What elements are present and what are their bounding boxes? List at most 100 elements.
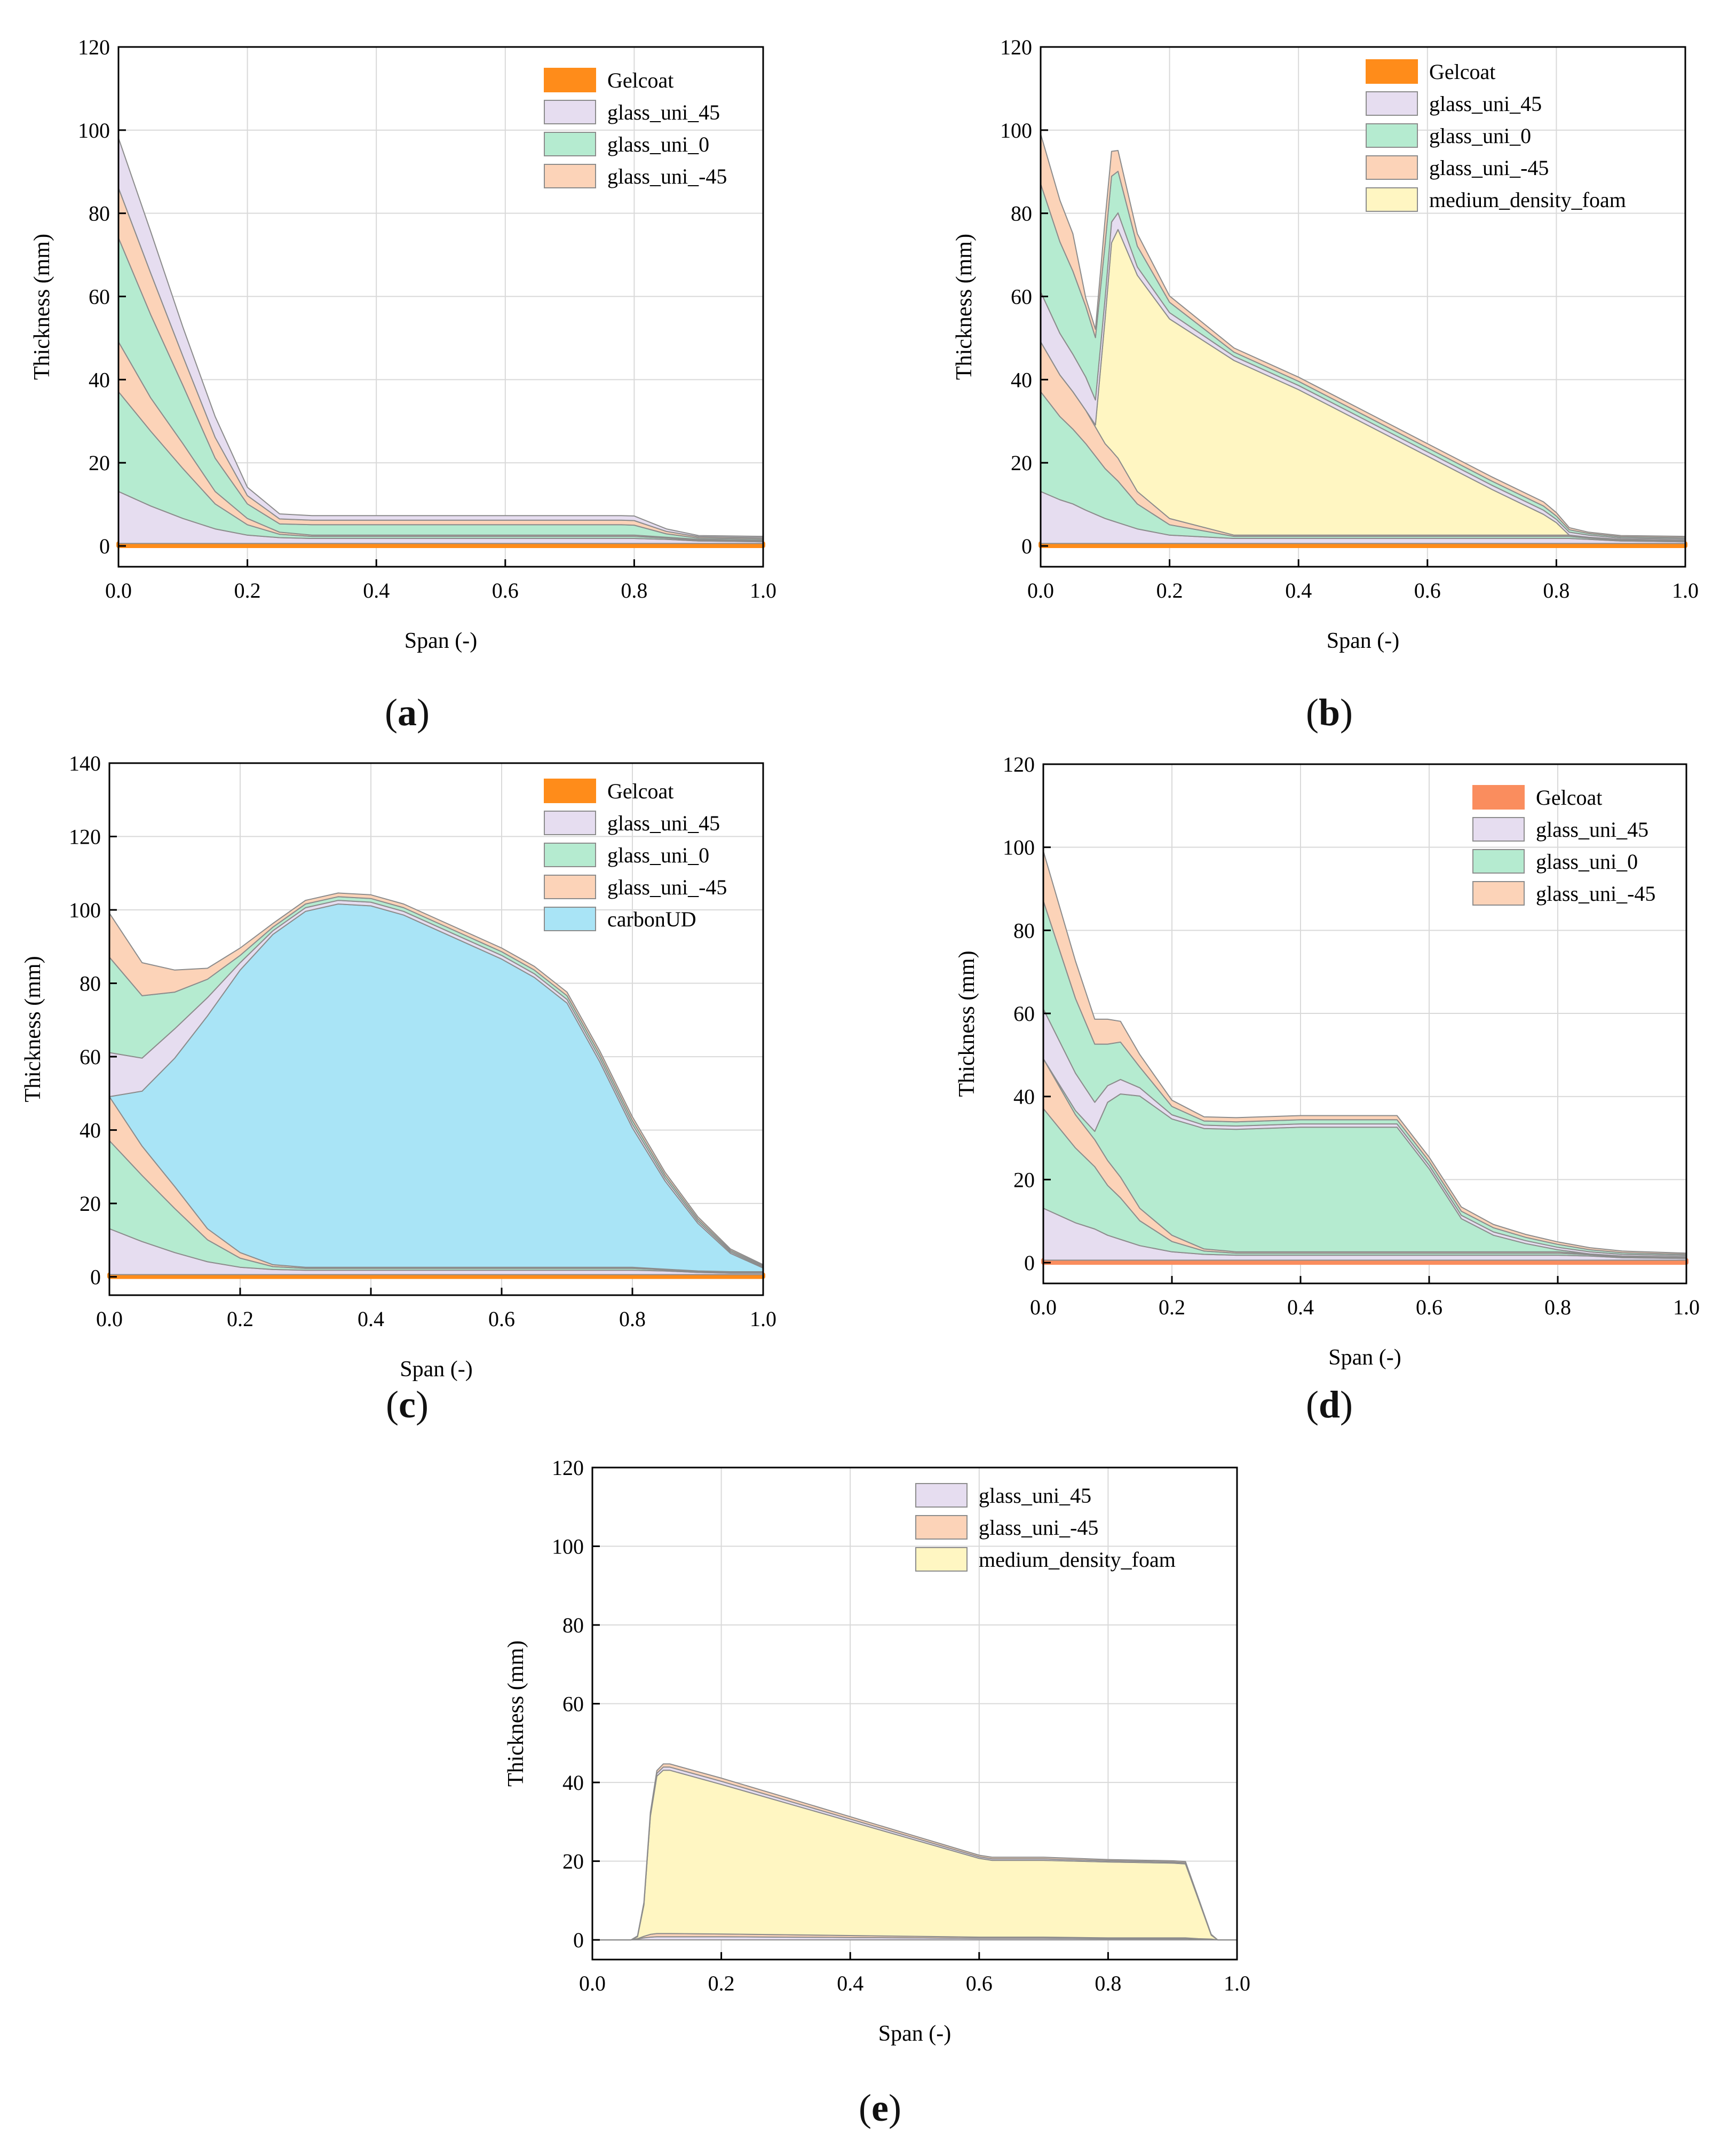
legend-label: Gelcoat [1536, 786, 1602, 810]
legend-swatch [544, 779, 596, 803]
y-tick-label: 60 [89, 285, 110, 309]
legend-swatch [544, 907, 596, 931]
y-tick-label: 60 [1011, 285, 1032, 309]
y-tick-label: 0 [90, 1265, 101, 1289]
x-tick-label: 0.0 [579, 1971, 606, 1995]
y-tick-label: 80 [562, 1613, 584, 1637]
y-tick-label: 80 [89, 202, 110, 226]
y-tick-label: 0 [1021, 534, 1032, 558]
y-tick-label: 120 [1003, 752, 1035, 776]
panel-e: 0.0 0.2 0.4 0.6 0.8 1.0 0 20 40 60 80 100 120 Span (-… [475, 1436, 1275, 2141]
x-tick-label: 0.2 [1159, 1295, 1185, 1319]
y-tick-label: 120 [1000, 35, 1032, 59]
legend-label: Gelcoat [607, 779, 673, 803]
panel-c: 0.0 0.2 0.4 0.6 0.8 1.0 0 20 40 60 80 100 120 140 Span… [0, 736, 868, 1426]
chart-c: 0.0 0.2 0.4 0.6 0.8 1.0 0 20 40 60 80 100 120 140 Span… [21, 751, 776, 1382]
y-tick-label: 120 [69, 825, 101, 849]
x-tick-label: 0.2 [227, 1307, 253, 1331]
x-tick-label: 0.8 [1095, 1971, 1121, 1995]
axes-frame [1042, 763, 1687, 1284]
x-tick-label: 0.8 [1543, 578, 1569, 602]
ticks: 0.0 0.2 0.4 0.6 0.8 1.0 0 20 40 60 80 100 120 [552, 1456, 1250, 1995]
x-axis-label: Span (-) [1328, 1345, 1401, 1370]
y-axis-label: Thickness (mm) [30, 234, 54, 380]
axes-frame [108, 762, 764, 1296]
legend-label: Gelcoat [1429, 60, 1495, 84]
y-tick-label: 20 [1011, 451, 1032, 475]
legend-swatch [1366, 187, 1418, 212]
chart-e: 0.0 0.2 0.4 0.6 0.8 1.0 0 20 40 60 80 100 120 Span (-… [504, 1456, 1250, 2046]
area-layers [107, 892, 765, 1279]
y-axis-label: Thickness (mm) [504, 1640, 528, 1787]
panel-b: 0.0 0.2 0.4 0.6 0.8 1.0 0 20 40 60 80 100 120 Span (-… [923, 0, 1736, 734]
x-tick-label: 0.2 [234, 578, 261, 602]
legend-label: glass_uni_0 [1536, 850, 1638, 874]
legend-swatch [1366, 123, 1418, 148]
x-tick-label: 0.6 [1414, 578, 1441, 602]
legend-label: glass_uni_45 [1429, 92, 1542, 116]
legend-swatch [544, 811, 596, 835]
x-tick-label: 0.0 [1027, 578, 1054, 602]
y-tick-label: 40 [562, 1771, 584, 1795]
x-tick-label: 0.0 [105, 578, 132, 602]
legend-swatch [915, 1547, 968, 1572]
legend-label: glass_uni_-45 [1429, 156, 1549, 180]
y-tick-label: 20 [1013, 1168, 1035, 1192]
legend-swatch [544, 875, 596, 899]
chart-d: 0.0 0.2 0.4 0.6 0.8 1.0 0 20 40 60 80 100 120 Span (-… [955, 752, 1700, 1370]
x-tick-label: 0.6 [488, 1307, 515, 1331]
y-tick-label: 40 [1013, 1085, 1035, 1109]
area-carbonud-4 [109, 903, 764, 1272]
legend-swatch [1366, 91, 1418, 116]
legend-label: glass_uni_0 [607, 843, 709, 867]
panel-d: 0.0 0.2 0.4 0.6 0.8 1.0 0 20 40 60 80 100 120 Span (-… [923, 736, 1736, 1426]
panel-label-d: (d) [1305, 1383, 1353, 1426]
panel-label-c: (c) [386, 1383, 429, 1426]
x-tick-label: 0.8 [1544, 1295, 1571, 1319]
x-tick-label: 0.0 [96, 1307, 123, 1331]
x-tick-label: 1.0 [750, 1307, 776, 1331]
chart-b: 0.0 0.2 0.4 0.6 0.8 1.0 0 20 40 60 80 100 120 Span (-… [952, 35, 1699, 653]
legend-swatch [544, 843, 596, 867]
y-tick-label: 100 [1003, 836, 1035, 860]
y-tick-label: 40 [1011, 368, 1032, 392]
y-tick-label: 60 [1013, 1002, 1035, 1026]
x-tick-label: 0.6 [1416, 1295, 1442, 1319]
ticks: 0.0 0.2 0.4 0.6 0.8 1.0 0 20 40 60 80 100 120 [1003, 752, 1700, 1319]
chart-a: 0.0 0.2 0.4 0.6 0.8 1.0 0 20 40 60 80 100 120 Span (-… [30, 35, 776, 653]
ticks: 0.0 0.2 0.4 0.6 0.8 1.0 0 20 40 60 80 100 120 [1000, 35, 1699, 602]
legend-label: glass_uni_45 [1536, 818, 1648, 842]
y-tick-label: 80 [80, 972, 101, 996]
legend-label: glass_uni_-45 [607, 875, 727, 899]
x-tick-label: 0.6 [966, 1971, 993, 1995]
x-axis-label: Span (-) [878, 2021, 951, 2046]
x-tick-label: 0.6 [492, 578, 519, 602]
legend-label: Gelcoat [607, 68, 673, 92]
y-tick-label: 100 [1000, 118, 1032, 142]
axes-frame [117, 46, 764, 568]
legend-label: glass_uni_45 [979, 1484, 1091, 1508]
legend-swatch [1472, 849, 1525, 874]
legend-label: medium_density_foam [1429, 188, 1626, 212]
x-tick-label: 0.8 [619, 1307, 646, 1331]
legend-swatch [1472, 817, 1525, 842]
legend-label: glass_uni_45 [607, 811, 720, 835]
legend: Gelcoat glass_uni_45 glass_uni_0 glass_uni_… [544, 68, 727, 188]
legend-swatch [544, 132, 596, 156]
legend-swatch [544, 100, 596, 124]
legend: Gelcoat glass_uni_45 glass_uni_0 glass_uni_… [1472, 785, 1655, 906]
legend: Gelcoat glass_uni_45 glass_uni_0 glass_uni_… [1366, 59, 1626, 212]
y-tick-label: 120 [78, 35, 110, 59]
x-tick-label: 0.4 [837, 1971, 863, 1995]
legend-swatch [1472, 785, 1525, 810]
legend-label: glass_uni_-45 [607, 164, 727, 188]
x-tick-label: 1.0 [1224, 1971, 1250, 1995]
y-tick-label: 60 [562, 1692, 584, 1716]
area-medium-density-foam-2 [592, 1770, 1238, 1941]
y-tick-label: 80 [1011, 202, 1032, 226]
y-axis-label: Thickness (mm) [952, 234, 977, 380]
ticks: 0.0 0.2 0.4 0.6 0.8 1.0 0 20 40 60 80 100 120 140 [69, 751, 776, 1331]
y-tick-label: 40 [89, 368, 110, 392]
legend: Gelcoat glass_uni_45 glass_uni_0 glass_uni_… [544, 779, 727, 931]
y-tick-label: 20 [89, 451, 110, 475]
